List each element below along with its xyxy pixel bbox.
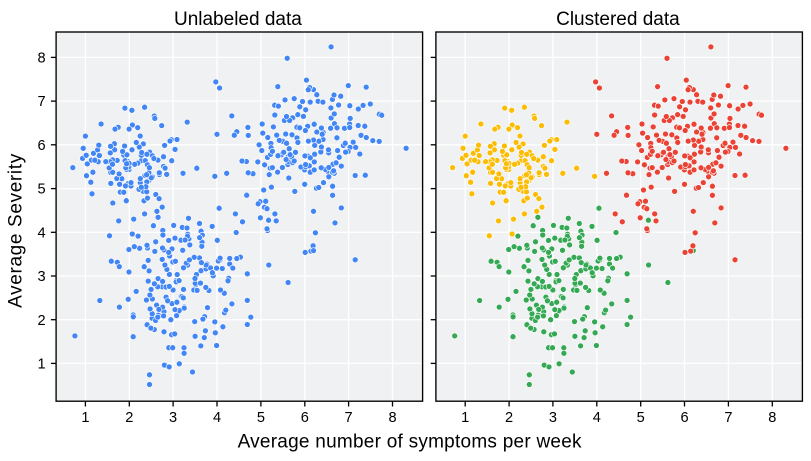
svg-text:7: 7 xyxy=(37,94,45,110)
svg-text:Average Severity: Average Severity xyxy=(6,153,27,308)
svg-text:7: 7 xyxy=(724,410,732,426)
svg-text:2: 2 xyxy=(505,410,513,426)
svg-text:3: 3 xyxy=(169,410,177,426)
svg-text:1: 1 xyxy=(461,410,469,426)
svg-text:4: 4 xyxy=(37,225,45,241)
svg-text:4: 4 xyxy=(213,410,221,426)
svg-text:5: 5 xyxy=(37,182,45,198)
svg-text:1: 1 xyxy=(37,357,45,373)
svg-text:8: 8 xyxy=(768,410,776,426)
svg-text:7: 7 xyxy=(345,410,353,426)
svg-text:3: 3 xyxy=(37,269,45,285)
svg-text:5: 5 xyxy=(257,410,265,426)
svg-text:6: 6 xyxy=(680,410,688,426)
svg-text:2: 2 xyxy=(125,410,133,426)
svg-text:Clustered data: Clustered data xyxy=(556,9,680,30)
svg-text:Unlabeled data: Unlabeled data xyxy=(174,9,302,30)
svg-text:2: 2 xyxy=(37,313,45,329)
svg-text:6: 6 xyxy=(301,410,309,426)
svg-text:1: 1 xyxy=(81,410,89,426)
svg-text:8: 8 xyxy=(388,410,396,426)
svg-text:3: 3 xyxy=(549,410,557,426)
svg-text:4: 4 xyxy=(593,410,601,426)
svg-text:Average number of symptoms per: Average number of symptoms per week xyxy=(238,431,582,452)
svg-text:6: 6 xyxy=(37,138,45,154)
svg-text:8: 8 xyxy=(37,51,45,67)
svg-text:5: 5 xyxy=(637,410,645,426)
